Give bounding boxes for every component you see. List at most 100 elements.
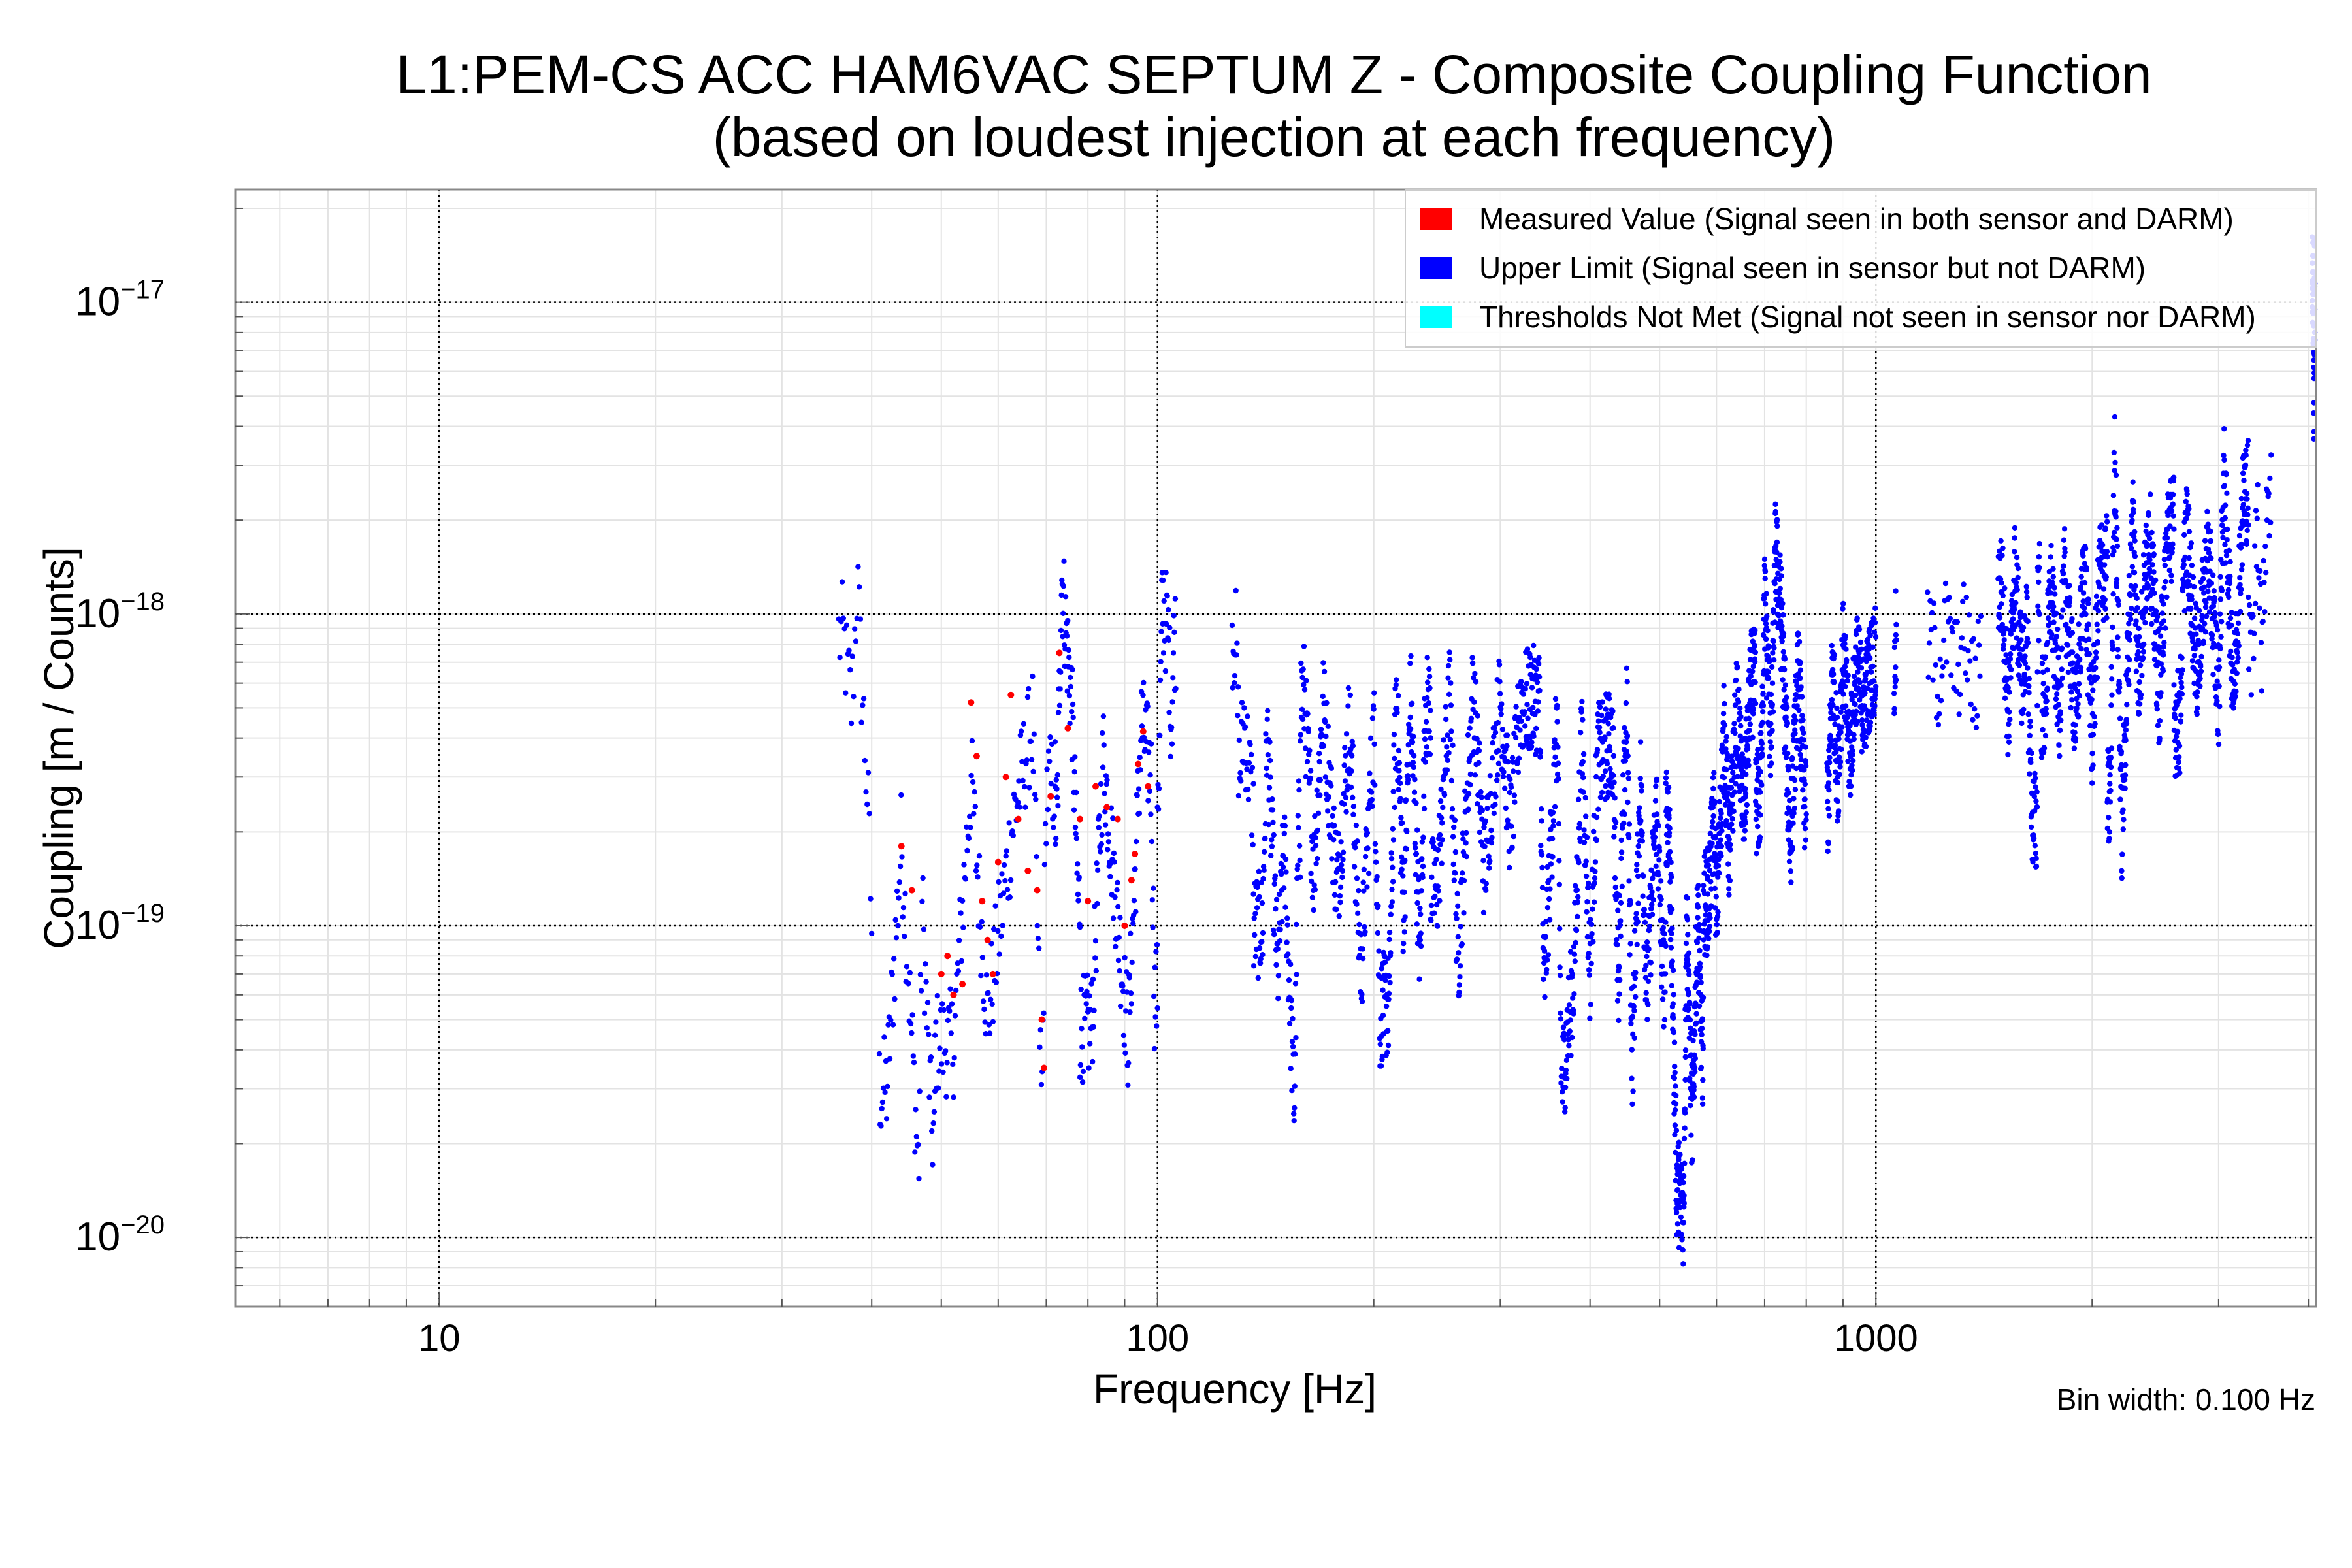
upper-limit-point xyxy=(2148,491,2153,497)
upper-limit-point xyxy=(2102,525,2108,531)
upper-limit-point xyxy=(913,1107,919,1113)
upper-limit-point xyxy=(1336,913,1342,919)
upper-limit-point xyxy=(2158,690,2164,696)
upper-limit-point xyxy=(1250,841,1256,848)
upper-limit-point xyxy=(1700,994,1707,1001)
upper-limit-point xyxy=(1051,813,1057,819)
upper-limit-point xyxy=(2086,666,2092,672)
upper-limit-point xyxy=(2153,608,2159,614)
upper-limit-point xyxy=(2032,770,2038,777)
upper-limit-point xyxy=(1779,638,1785,644)
upper-limit-point xyxy=(881,1034,887,1040)
upper-limit-point xyxy=(2222,515,2228,521)
upper-limit-point xyxy=(2266,533,2272,539)
upper-limit-point xyxy=(1716,870,1722,876)
upper-limit-point xyxy=(1313,843,1319,849)
upper-limit-point xyxy=(2010,616,2016,622)
upper-limit-point xyxy=(2043,711,2050,717)
upper-limit-point xyxy=(1303,774,1309,780)
upper-limit-point xyxy=(902,933,907,939)
upper-limit-point xyxy=(1522,686,1528,692)
upper-limit-point xyxy=(2127,612,2133,618)
upper-limit-point xyxy=(2238,587,2244,593)
upper-limit-point xyxy=(1837,759,1844,765)
upper-limit-point xyxy=(911,1059,917,1066)
upper-limit-point xyxy=(1682,1054,1688,1060)
upper-limit-point xyxy=(1276,891,1282,898)
upper-limit-point xyxy=(1414,921,1420,927)
upper-limit-point xyxy=(1788,868,1794,874)
upper-limit-point xyxy=(860,702,866,708)
upper-limit-point xyxy=(1309,838,1315,845)
upper-limit-point xyxy=(1662,989,1668,995)
upper-limit-point xyxy=(1434,923,1441,929)
upper-limit-point xyxy=(1742,828,1748,834)
upper-limit-point xyxy=(1275,973,1282,979)
upper-limit-point xyxy=(979,919,985,925)
upper-limit-point xyxy=(1684,895,1690,901)
upper-limit-point xyxy=(1271,881,1278,887)
upper-limit-point xyxy=(1576,859,1582,866)
upper-limit-point xyxy=(1839,724,1845,730)
upper-limit-point xyxy=(1673,1092,1679,1099)
upper-limit-point xyxy=(1076,874,1083,881)
upper-limit-point xyxy=(2188,540,2195,546)
upper-limit-point xyxy=(1930,677,1936,683)
upper-limit-point xyxy=(1512,713,1518,720)
upper-limit-point xyxy=(1340,849,1347,855)
upper-limit-point xyxy=(2131,570,2138,576)
upper-limit-point xyxy=(1386,973,1392,979)
upper-limit-point xyxy=(2026,683,2032,689)
upper-limit-point xyxy=(2215,742,2222,747)
upper-limit-point xyxy=(1530,704,1536,711)
upper-limit-point xyxy=(1757,834,1763,840)
upper-limit-point xyxy=(1556,776,1561,782)
upper-limit-point xyxy=(1615,907,1621,913)
upper-limit-point xyxy=(2115,634,2121,640)
upper-limit-point xyxy=(2119,851,2125,857)
upper-limit-point xyxy=(2178,679,2184,686)
upper-limit-point xyxy=(2005,751,2011,758)
upper-limit-point xyxy=(2109,692,2115,698)
upper-limit-point xyxy=(2115,647,2121,653)
upper-limit-point xyxy=(1041,862,1048,868)
upper-limit-point xyxy=(1447,657,1453,662)
upper-limit-point xyxy=(1549,836,1556,841)
upper-limit-point xyxy=(1777,552,1783,558)
upper-limit-point xyxy=(1752,700,1759,707)
upper-limit-point xyxy=(1406,721,1412,728)
upper-limit-point xyxy=(2075,701,2081,707)
upper-limit-point xyxy=(1936,711,1942,717)
upper-limit-point xyxy=(1873,683,1879,690)
upper-limit-point xyxy=(1493,794,1499,800)
upper-limit-point xyxy=(1256,894,1262,900)
upper-limit-point xyxy=(2102,596,2108,602)
upper-limit-point xyxy=(1162,668,1169,674)
upper-limit-point xyxy=(2261,557,2266,564)
upper-limit-point xyxy=(1728,785,1735,791)
upper-limit-point xyxy=(2151,551,2157,557)
upper-limit-point xyxy=(1618,837,1624,843)
upper-limit-point xyxy=(1348,753,1355,759)
upper-limit-point xyxy=(950,1061,956,1068)
upper-limit-point xyxy=(2166,554,2173,560)
upper-limit-point xyxy=(1769,664,1775,670)
upper-limit-point xyxy=(1595,806,1601,812)
upper-limit-point xyxy=(962,876,969,882)
upper-limit-point xyxy=(1639,783,1645,789)
upper-limit-point xyxy=(1154,1005,1160,1011)
upper-limit-point xyxy=(1657,902,1663,908)
upper-limit-point xyxy=(1581,827,1587,833)
upper-limit-point xyxy=(1652,827,1658,833)
upper-limit-point xyxy=(1490,740,1495,746)
upper-limit-point xyxy=(1616,964,1622,970)
upper-limit-point xyxy=(1850,768,1855,774)
upper-limit-point xyxy=(1284,915,1290,921)
upper-limit-point xyxy=(2197,676,2203,681)
upper-limit-point xyxy=(1058,669,1064,675)
upper-limit-point xyxy=(983,1031,989,1037)
upper-limit-point xyxy=(1473,679,1479,685)
upper-limit-point xyxy=(1125,1082,1131,1088)
upper-limit-point xyxy=(1669,983,1674,988)
upper-limit-point xyxy=(1369,803,1375,809)
